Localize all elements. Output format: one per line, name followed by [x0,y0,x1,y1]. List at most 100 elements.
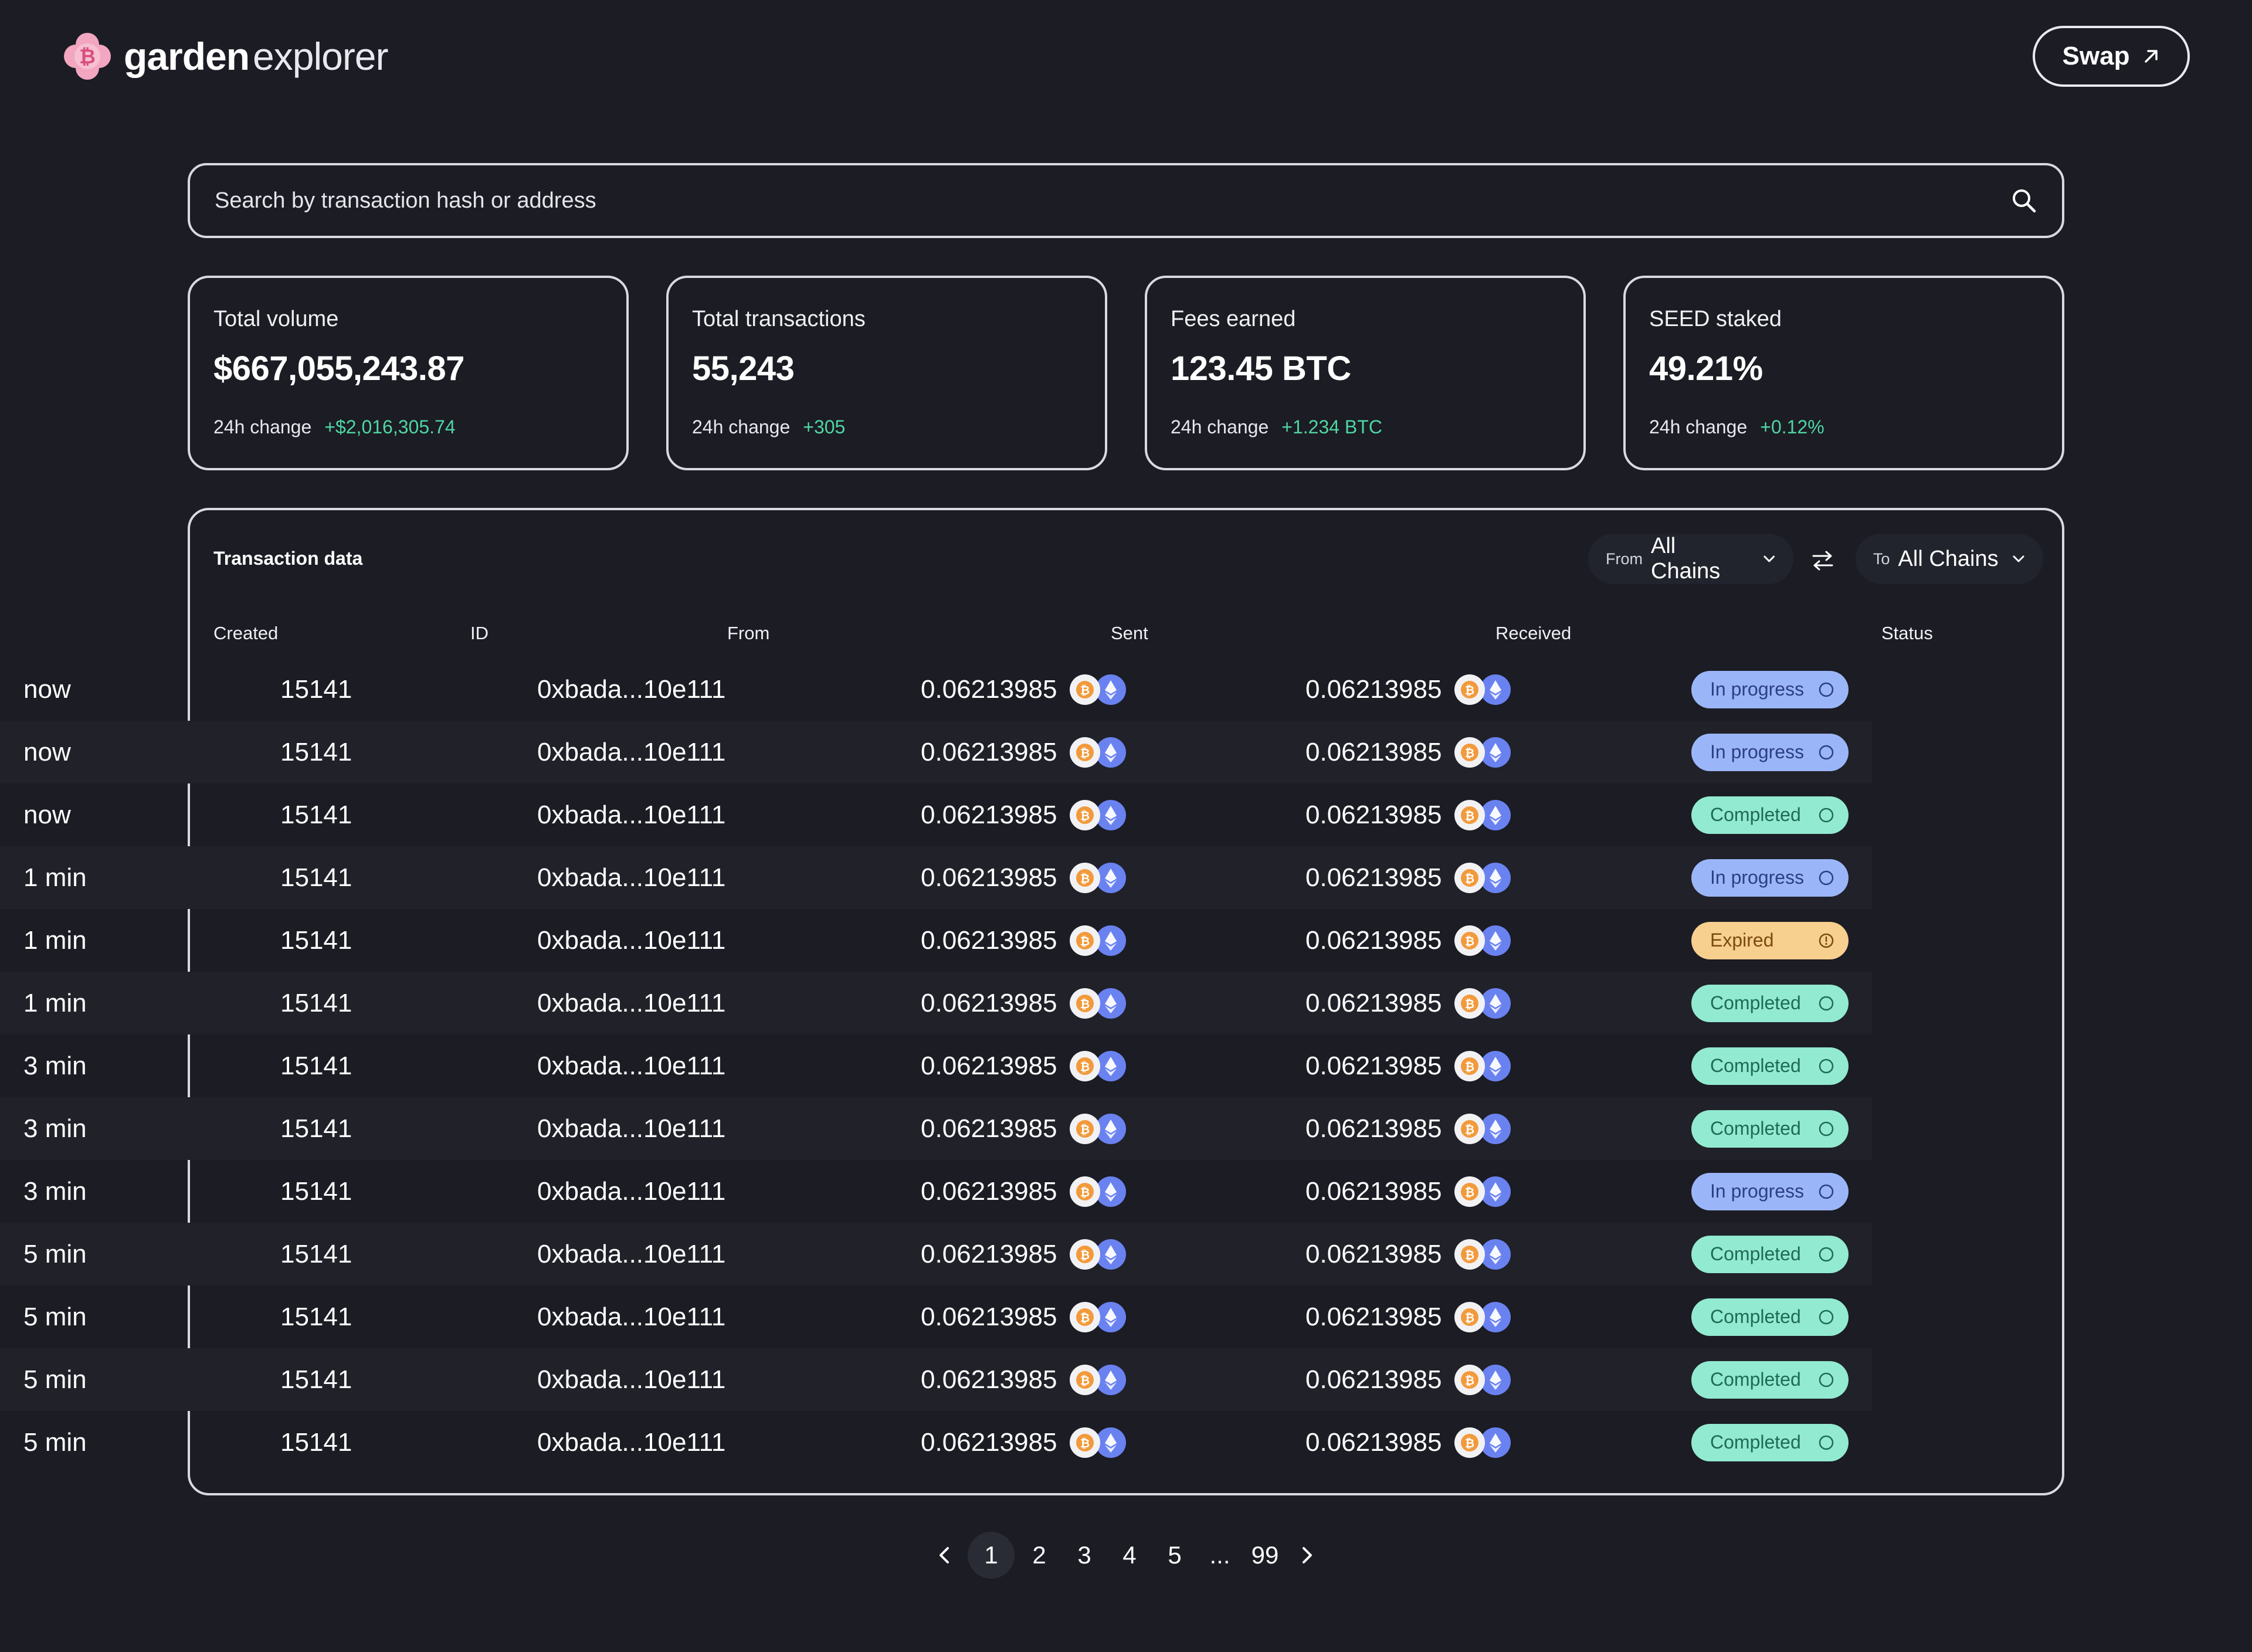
table-row[interactable]: 3 min 15141 0xbada...10e111 0.06213985 ₿ 0.06… [0,1097,1872,1160]
cell-id[interactable]: 15141 [280,1239,352,1268]
page-3-button[interactable]: 3 [1077,1541,1091,1569]
cell-from-address[interactable]: 0xbada...10e111 [537,1427,726,1457]
cell-from-address[interactable]: 0xbada...10e111 [537,800,726,829]
ethereum-icon [1480,1427,1511,1458]
svg-text:₿: ₿ [1080,746,1090,760]
bitcoin-icon: ₿ [1070,1050,1101,1081]
status-label: In progress [1710,1181,1805,1202]
bitcoin-icon: ₿ [1454,1050,1485,1081]
cell-id[interactable]: 15141 [280,800,352,829]
svg-text:₿: ₿ [1465,1436,1474,1450]
page-5-button[interactable]: 5 [1168,1541,1182,1569]
cell-id[interactable]: 15141 [280,1176,352,1206]
page-1-button[interactable]: 1 [968,1532,1015,1579]
table-row[interactable]: 3 min 15141 0xbada...10e111 0.06213985 ₿ 0.06… [0,1034,1872,1097]
cell-received: 0.06213985 ₿ [1305,1285,1511,1348]
table-row[interactable]: 3 min 15141 0xbada...10e111 0.06213985 ₿ 0.06… [0,1160,1872,1223]
ethereum-icon [1096,1301,1127,1332]
cell-from-address[interactable]: 0xbada...10e111 [537,863,726,892]
circle-icon [1819,1184,1834,1199]
bitcoin-icon: ₿ [1070,1113,1101,1144]
cell-created: now [23,800,71,829]
cell-from-address[interactable]: 0xbada...10e111 [537,1176,726,1206]
from-chain-select[interactable]: From All Chains [1588,534,1793,584]
cell-status: Completed [1691,783,1849,846]
cell-from-address[interactable]: 0xbada...10e111 [537,1302,726,1331]
prev-page-button[interactable] [927,1532,962,1579]
to-chain-select[interactable]: To All Chains [1856,534,2043,584]
cell-id[interactable]: 15141 [280,1051,352,1080]
status-badge: Completed [1691,1235,1849,1273]
ethereum-icon [1480,1364,1511,1395]
table-row[interactable]: 5 min 15141 0xbada...10e111 0.06213985 ₿ 0.06… [0,1348,1872,1411]
table-row[interactable]: 5 min 15141 0xbada...10e111 0.06213985 ₿ 0.06… [0,1411,1872,1474]
column-header-from[interactable]: From [727,623,770,643]
ethereum-icon [1096,674,1127,705]
swap-button-label: Swap [2062,42,2130,70]
column-header-sent[interactable]: Sent [1111,623,1148,643]
cell-from-address[interactable]: 0xbada...10e111 [537,925,726,955]
cell-sent: 0.06213985 ₿ [921,1097,1127,1160]
table-row[interactable]: now 15141 0xbada...10e111 0.06213985 ₿ 0.0621… [0,721,1872,783]
cell-id[interactable]: 15141 [280,737,352,766]
asset-icons: ₿ [1070,1364,1127,1395]
column-header-id[interactable]: ID [470,623,489,643]
swap-arrows-icon[interactable] [1811,550,1834,571]
cell-sent: 0.06213985 ₿ [921,909,1127,972]
table-row[interactable]: 5 min 15141 0xbada...10e111 0.06213985 ₿ 0.06… [0,1285,1872,1348]
table-row[interactable]: 1 min 15141 0xbada...10e111 0.06213985 ₿ 0.06… [0,909,1872,972]
table-row[interactable]: 5 min 15141 0xbada...10e111 0.06213985 ₿ 0.06… [0,1223,1872,1285]
cell-from-address[interactable]: 0xbada...10e111 [537,1114,726,1143]
cell-received: 0.06213985 ₿ [1305,1223,1511,1285]
swap-button[interactable]: Swap [2033,26,2190,87]
cell-from-address[interactable]: 0xbada...10e111 [537,1239,726,1268]
page-2-button[interactable]: 2 [1032,1541,1046,1569]
search-input[interactable] [213,187,2009,214]
status-badge: In progress [1691,733,1849,771]
table-row[interactable]: 1 min 15141 0xbada...10e111 0.06213985 ₿ 0.06… [0,972,1872,1034]
cell-from-address[interactable]: 0xbada...10e111 [537,1365,726,1394]
cell-id[interactable]: 15141 [280,1365,352,1394]
cell-status: Completed [1691,1285,1849,1348]
page-4-button[interactable]: 4 [1122,1541,1137,1569]
search-icon[interactable] [2009,186,2039,215]
cell-id[interactable]: 15141 [280,863,352,892]
cell-id[interactable]: 15141 [280,1427,352,1457]
page-99-button[interactable]: 99 [1251,1541,1279,1569]
cell-id[interactable]: 15141 [280,674,352,704]
sent-amount: 0.06213985 [921,925,1057,955]
logo[interactable]: ₿ garden explorer [62,30,389,82]
cell-from-address[interactable]: 0xbada...10e111 [537,674,726,704]
next-page-button[interactable] [1290,1532,1325,1579]
cell-id[interactable]: 15141 [280,1302,352,1331]
cell-id[interactable]: 15141 [280,925,352,955]
ethereum-icon [1480,799,1511,830]
status-badge: Completed [1691,1047,1849,1085]
cell-id[interactable]: 15141 [280,1114,352,1143]
cell-created: 1 min [23,988,87,1017]
table-row[interactable]: now 15141 0xbada...10e111 0.06213985 ₿ 0.0621… [0,783,1872,846]
cell-from-address[interactable]: 0xbada...10e111 [537,1051,726,1080]
stat-change-label: 24h change [1171,416,1269,437]
circle-icon [1819,870,1834,885]
received-amount: 0.06213985 [1305,1302,1442,1331]
cell-status: Expired [1691,909,1849,972]
stat-value: 123.45 BTC [1171,350,1351,388]
bitcoin-icon: ₿ [1454,1301,1485,1332]
cell-from-address[interactable]: 0xbada...10e111 [537,737,726,766]
column-header-created[interactable]: Created [213,623,279,643]
svg-text:₿: ₿ [1080,1185,1090,1199]
cell-from-address[interactable]: 0xbada...10e111 [537,988,726,1017]
cell-created: 1 min [23,863,87,892]
table-row[interactable]: now 15141 0xbada...10e111 0.06213985 ₿ 0.0621… [0,658,1872,721]
column-header-status[interactable]: Status [1881,623,1933,643]
stat-change: 24h change +$2,016,305.74 [213,415,603,439]
column-header-received[interactable]: Received [1495,623,1572,643]
table-row[interactable]: 1 min 15141 0xbada...10e111 0.06213985 ₿ 0.06… [0,846,1872,909]
chevron-left-icon [940,1547,949,1563]
cell-sent: 0.06213985 ₿ [921,846,1127,909]
stats-row: Total volume $667,055,243.87 24h change … [188,276,2064,470]
cell-status: In progress [1691,846,1849,909]
cell-id[interactable]: 15141 [280,988,352,1017]
cell-received: 0.06213985 ₿ [1305,1034,1511,1097]
